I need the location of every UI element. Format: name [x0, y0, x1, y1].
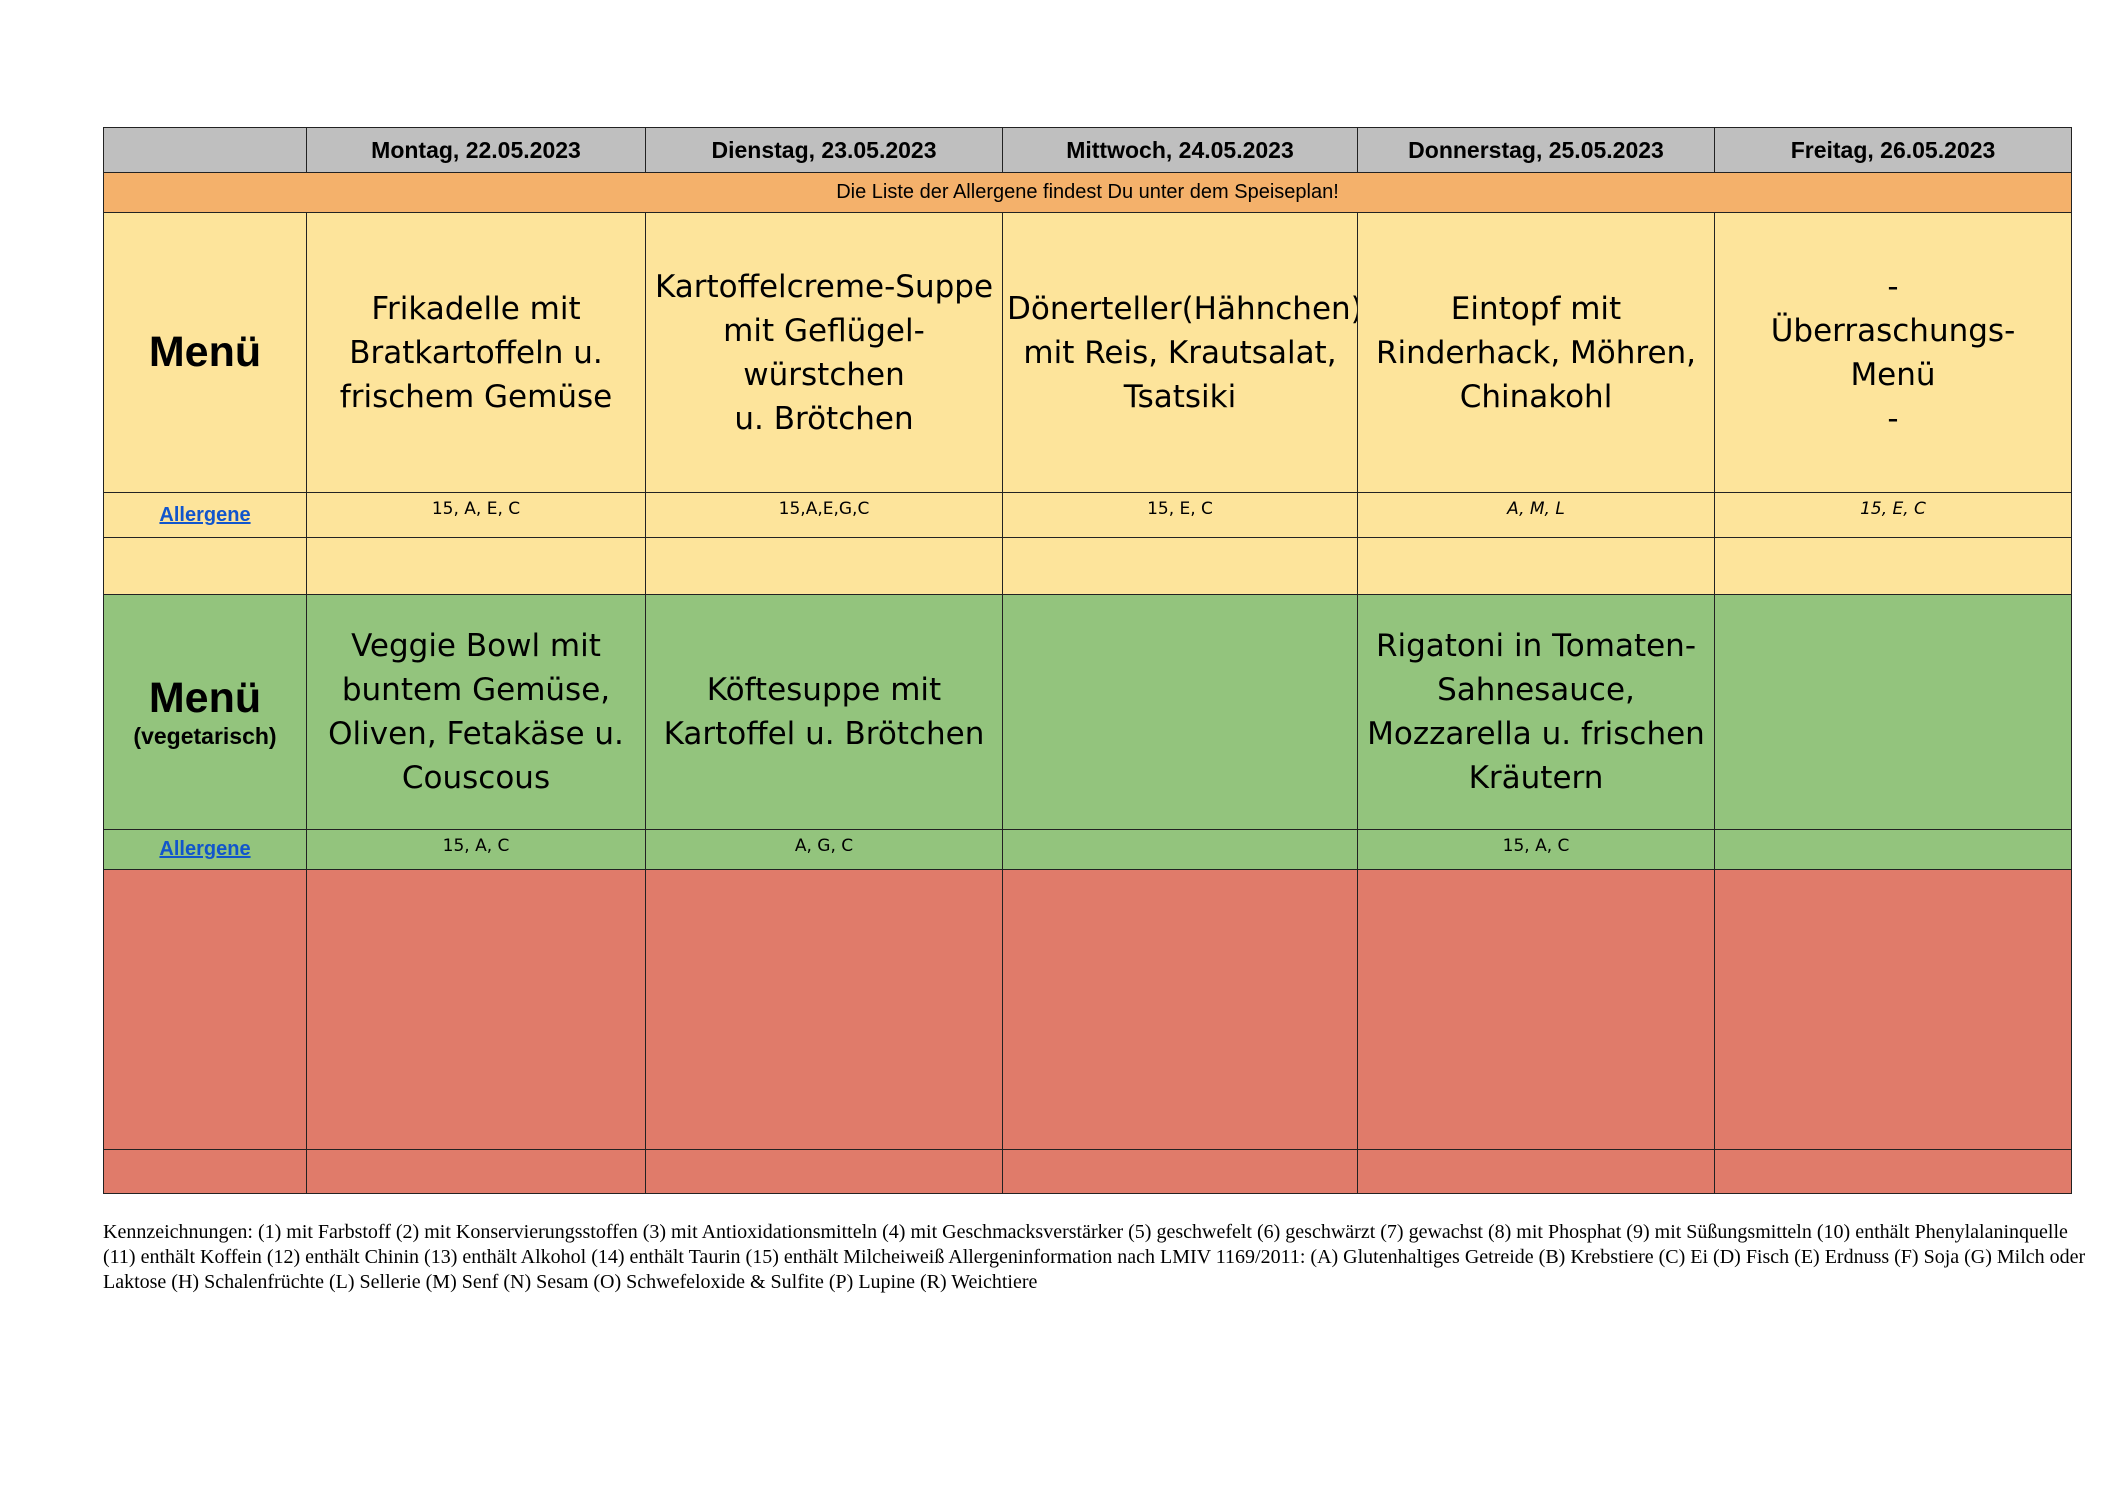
empty-cell [103, 537, 307, 595]
empty-cell [1714, 537, 2072, 595]
section-title: Menü [148, 328, 262, 376]
empty-cell [1714, 869, 2072, 1150]
dish [1714, 594, 2072, 830]
empty-cell [645, 869, 1003, 1150]
day-header: Donnerstag, 25.05.2023 [1357, 127, 1715, 173]
section-label: Menü (vegetarisch) [103, 594, 307, 830]
empty-cell [1357, 869, 1715, 1150]
row [103, 1149, 2072, 1194]
day-header: Montag, 22.05.2023 [306, 127, 646, 173]
allergens: A, G, C [645, 829, 1003, 870]
allergen-label-cell: Allergene [103, 492, 307, 538]
allergen-label-cell: Allergene [103, 829, 307, 870]
empty-cell [1357, 537, 1715, 595]
allergen-link[interactable]: Allergene [159, 503, 251, 526]
empty-cell [645, 537, 1003, 595]
dish: - Überraschungs- Menü - [1714, 212, 2072, 493]
row: Allergene 15, A, E, C 15,A,E,G,C 15, E, C A,… [103, 492, 2072, 538]
dish: Kartoffelcreme-Suppe mit Geflügel- würst… [645, 212, 1003, 493]
day-header: Mittwoch, 24.05.2023 [1002, 127, 1358, 173]
empty-cell [103, 1149, 307, 1194]
day-header: Freitag, 26.05.2023 [1714, 127, 2072, 173]
row: Menü (vegetarisch) Veggie Bowl mit buntem … [103, 594, 2072, 830]
empty-cell [103, 869, 307, 1150]
dish: Eintopf mit Rinderhack, Möhren, Chinakoh… [1357, 212, 1715, 493]
empty-cell [306, 1149, 646, 1194]
row: Menü Frikadelle mit Bratkartoffeln u. fri… [103, 212, 2072, 493]
empty-cell [1002, 1149, 1358, 1194]
section-title: Menü [148, 674, 262, 722]
empty-cell [645, 1149, 1003, 1194]
dish: Frikadelle mit Bratkartoffeln u. frische… [306, 212, 646, 493]
empty-cell [1714, 1149, 2072, 1194]
allergens [1714, 829, 2072, 870]
row: Die Liste der Allergene findest Du unter… [103, 172, 2072, 213]
row: Montag, 22.05.2023 Dienstag, 23.05.2023 Mi… [103, 127, 2072, 173]
section-label: Menü [103, 212, 307, 493]
empty-cell [306, 537, 646, 595]
row: Allergene 15, A, C A, G, C 15, A, C [103, 829, 2072, 870]
dish: Rigatoni in Tomaten- Sahnesauce, Mozzare… [1357, 594, 1715, 830]
dish: Veggie Bowl mit buntem Gemüse, Oliven, F… [306, 594, 646, 830]
empty-cell [1002, 869, 1358, 1150]
day-header: Dienstag, 23.05.2023 [645, 127, 1003, 173]
corner-cell [103, 127, 307, 173]
allergens: 15, A, C [306, 829, 646, 870]
empty-cell [1357, 1149, 1715, 1194]
allergen-link[interactable]: Allergene [159, 838, 251, 860]
allergens [1002, 829, 1358, 870]
allergens: A, M, L [1357, 492, 1715, 538]
dish: Dönerteller(Hähnchen) mit Reis, Krautsal… [1002, 212, 1358, 493]
allergens: 15, A, C [1357, 829, 1715, 870]
empty-cell [306, 869, 646, 1150]
notice: Die Liste der Allergene findest Du unter… [103, 172, 2072, 213]
empty-cell [1002, 537, 1358, 595]
allergens: 15, A, E, C [306, 492, 646, 538]
menu-table: Montag, 22.05.2023 Dienstag, 23.05.2023 Mi… [103, 127, 2072, 1194]
allergens: 15, E, C [1714, 492, 2072, 538]
allergens: 15,A,E,G,C [645, 492, 1003, 538]
dish: Köftesuppe mit Kartoffel u. Brötchen [645, 594, 1003, 830]
allergens: 15, E, C [1002, 492, 1358, 538]
section-subtitle: (vegetarisch) [133, 723, 277, 749]
row [103, 537, 2072, 595]
row [103, 869, 2072, 1150]
dish [1002, 594, 1358, 830]
footnote: Kennzeichnungen: (1) mit Farbstoff (2) m… [103, 1221, 2086, 1293]
